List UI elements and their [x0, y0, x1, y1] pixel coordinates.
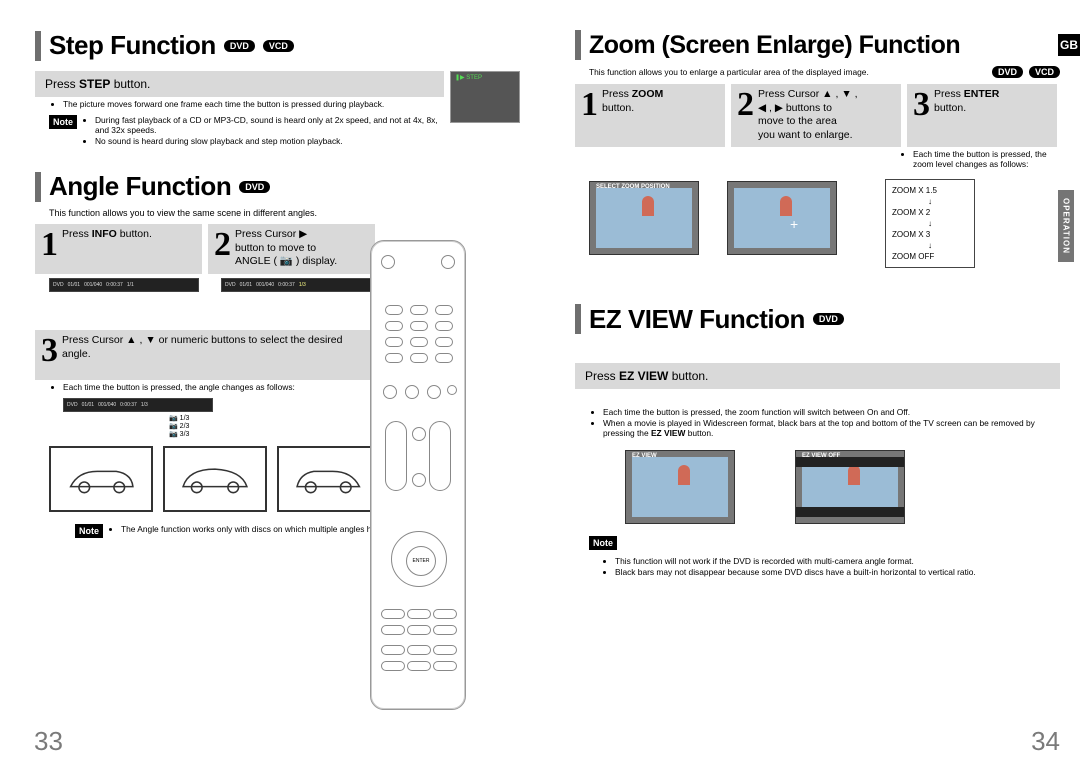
zoom-steps: 1 Press ZOOM button. 2 Press Cursor ▲ , …: [575, 84, 1060, 147]
text: Press: [45, 77, 79, 91]
step-number-1: 1: [41, 228, 58, 270]
tv-thumb-ezview-off: EZ VIEW OFF: [795, 450, 905, 524]
car-angle-2: [163, 446, 267, 512]
page-33: Step Function DVD VCD Press STEP button.…: [0, 0, 540, 763]
angle-steps-12: 1 Press INFO button. 2 Press Cursor ▶ bu…: [35, 224, 375, 274]
step-number-3: 3: [41, 334, 58, 376]
angle-function-title-row: Angle Function DVD: [35, 171, 520, 202]
angle-step-2: 2 Press Cursor ▶ button to move to ANGLE…: [208, 224, 375, 274]
dvd-badge: DVD: [239, 181, 270, 193]
bullet: During fast playback of a CD or MP3-CD, …: [95, 115, 444, 135]
title-accent-bar: [35, 31, 41, 61]
osd-status-strip: DVD01/01001/0400:00:371/1: [49, 278, 199, 292]
ezview-note: Note: [589, 536, 1060, 550]
bullet: Each time the button is pressed, the zoo…: [603, 407, 1060, 417]
title-accent-bar: [575, 304, 581, 334]
note-badge: Note: [75, 524, 103, 538]
step-icon: ❚▶ STEP: [455, 74, 482, 81]
step-number-2: 2: [737, 88, 754, 143]
ezview-function-title: EZ VIEW Function: [589, 304, 805, 335]
down-arrow-icon: ↓: [892, 241, 968, 250]
title-accent-bar: [35, 172, 41, 202]
step-text: Press Cursor ▲ , ▼ or numeric buttons to…: [62, 334, 369, 376]
angle-step-3-row: 3 Press Cursor ▲ , ▼ or numeric buttons …: [35, 330, 375, 380]
ezview-note-text: This function will not work if the DVD i…: [603, 556, 1060, 577]
page-number-34: 34: [1031, 726, 1060, 757]
note-badge: Note: [589, 536, 617, 550]
angle-step-1: 1 Press INFO button.: [35, 224, 202, 274]
zoom-step-2: 2 Press Cursor ▲ , ▼ , ◀ , ▶ buttons to …: [731, 84, 901, 147]
vcd-badge: VCD: [263, 40, 294, 52]
bullet: Black bars may not disappear because som…: [615, 567, 1060, 577]
car-angle-3: [277, 446, 381, 512]
remote-power-button: [381, 255, 395, 269]
remote-control-illustration: [370, 240, 466, 710]
remote-open-close-button: [441, 255, 455, 269]
page-34: GB Zoom (Screen Enlarge) Function This f…: [540, 0, 1080, 763]
down-arrow-icon: ↓: [892, 219, 968, 228]
car-angle-1: [49, 446, 153, 512]
dvd-badge: DVD: [992, 66, 1023, 78]
osd-status-strip: DVD01/01001/0400:00:371/3: [221, 278, 371, 292]
zoom-function-title: Zoom (Screen Enlarge) Function: [589, 31, 960, 60]
zoom-step-3: 3 Press ENTER button.: [907, 84, 1057, 147]
down-arrow-icon: ↓: [892, 197, 968, 206]
ezview-thumbs: EZ VIEW EZ VIEW OFF: [575, 444, 1060, 524]
page-number-33: 33: [34, 726, 63, 757]
bullet: This function will not work if the DVD i…: [615, 556, 1060, 566]
zoom-thumbs: SELECT ZOOM POSITION + ZOOM X 1.5 ↓ ZOOM…: [575, 175, 1060, 268]
zoom-level: ZOOM X 2: [892, 208, 968, 217]
ezview-instruction: Press EZ VIEW button.: [575, 363, 1060, 389]
angle-subtext: This function allows you to view the sam…: [49, 208, 520, 218]
bullet: The picture moves forward one frame each…: [63, 99, 444, 109]
bullet: When a movie is played in Widescreen for…: [603, 418, 1060, 438]
vcd-badge: VCD: [1029, 66, 1060, 78]
tv-label: SELECT ZOOM POSITION: [596, 184, 670, 190]
step-bullets: The picture moves forward one frame each…: [49, 99, 444, 109]
step-number-1: 1: [581, 88, 598, 143]
step-text: Press INFO button.: [62, 228, 152, 270]
ezview-bullets: Each time the button is pressed, the zoo…: [589, 407, 1060, 438]
zoom-function-title-row: Zoom (Screen Enlarge) Function: [575, 30, 1060, 60]
dvd-badge: DVD: [224, 40, 255, 52]
crosshair-icon: +: [790, 216, 798, 232]
angle-step-3: 3 Press Cursor ▲ , ▼ or numeric buttons …: [35, 330, 375, 380]
note-badge: Note: [49, 115, 77, 129]
tv-illustration: ❚▶ STEP: [450, 71, 520, 123]
tv-label: EZ VIEW: [632, 453, 657, 459]
bullet: No sound is heard during slow playback a…: [95, 136, 444, 146]
remote-dpad: [391, 531, 447, 587]
bullet: Each time the button is pressed, the zoo…: [913, 149, 1060, 169]
text: button.: [110, 77, 150, 91]
zoom-subtext: This function allows you to enlarge a pa…: [589, 67, 869, 77]
step-function-title: Step Function: [49, 30, 216, 61]
step-number-3: 3: [913, 88, 930, 143]
zoom-levels-box: ZOOM X 1.5 ↓ ZOOM X 2 ↓ ZOOM X 3 ↓ ZOOM …: [885, 179, 975, 268]
note-text: During fast playback of a CD or MP3-CD, …: [83, 115, 444, 147]
ezview-function-title-row: EZ VIEW Function DVD: [575, 304, 1060, 335]
title-accent-bar: [575, 30, 581, 60]
step-number-2: 2: [214, 228, 231, 270]
angle-function-title: Angle Function: [49, 171, 231, 202]
step-instruction: Press STEP button.: [35, 71, 444, 97]
gb-badge: GB: [1058, 34, 1080, 56]
operation-side-tab: OPERATION: [1058, 190, 1074, 262]
tv-thumb-zoom-1: SELECT ZOOM POSITION: [589, 181, 699, 255]
step-function-title-row: Step Function DVD VCD: [35, 30, 520, 61]
zoom-level: ZOOM X 3: [892, 230, 968, 239]
zoom-step-1: 1 Press ZOOM button.: [575, 84, 725, 147]
zoom-level: ZOOM OFF: [892, 252, 968, 261]
step-text: Press Cursor ▶ button to move to ANGLE (…: [235, 228, 337, 270]
step-button-label: STEP: [79, 77, 110, 91]
zoom-level: ZOOM X 1.5: [892, 186, 968, 195]
tv-thumb-zoom-2: +: [727, 181, 837, 255]
tv-thumb-ezview-on: EZ VIEW: [625, 450, 735, 524]
step-note: Note During fast playback of a CD or MP3…: [49, 115, 444, 147]
dvd-badge: DVD: [813, 313, 844, 325]
